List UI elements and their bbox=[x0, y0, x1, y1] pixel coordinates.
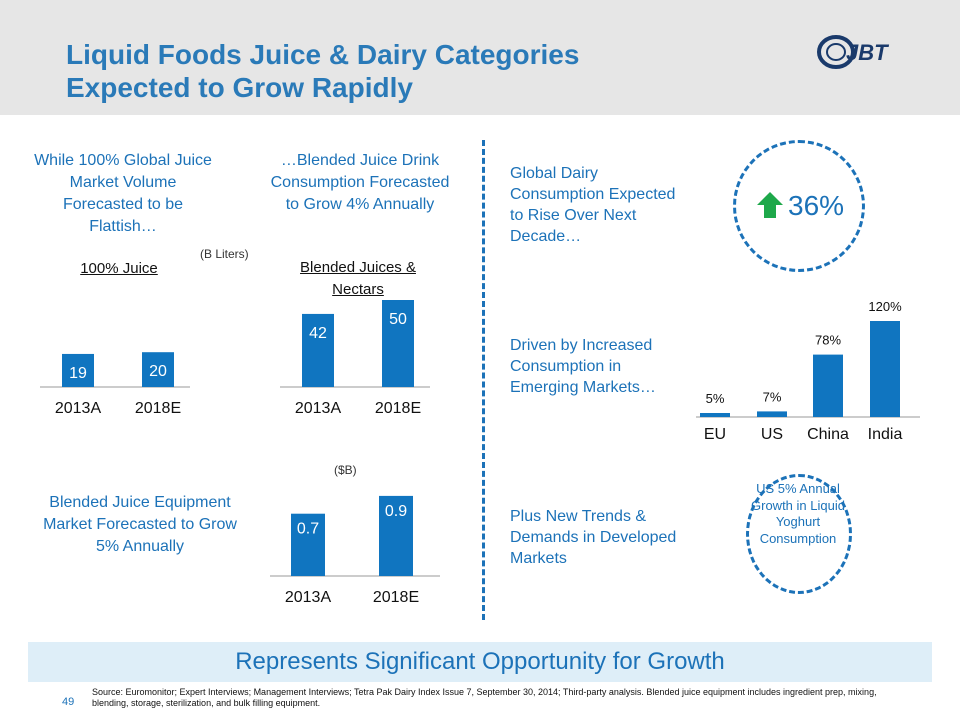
header-band bbox=[0, 0, 960, 115]
logo-text: JBT bbox=[846, 40, 889, 65]
dairy-bar-label-China: 78% bbox=[815, 333, 841, 348]
dairy-caption-2: Driven by Increased Consumption in Emerg… bbox=[510, 337, 656, 396]
logo-ring bbox=[817, 35, 855, 69]
juice-bar-2-2013A bbox=[302, 313, 334, 387]
dairy-caption-1: Global Dairy Consumption Expected to Ris… bbox=[510, 165, 676, 245]
source-note: Source: Euromonitor; Expert Interviews; … bbox=[92, 687, 877, 708]
dairy-bar-China bbox=[813, 354, 843, 417]
juice-unit-label: (B Liters) bbox=[200, 247, 249, 261]
equipment-tick-2018E: 2018E bbox=[373, 589, 419, 606]
juice-group2-title: Blended Juices & Nectars bbox=[300, 259, 416, 298]
equipment-tick-2013A: 2013A bbox=[285, 589, 332, 606]
juice-bar-label-2-2018E: 50 bbox=[389, 311, 407, 328]
dairy-bar-label-India: 120% bbox=[868, 299, 902, 314]
juice-caption-right: …Blended Juice Drink Consumption Forecas… bbox=[270, 152, 450, 213]
juice-bar-1-2018E bbox=[142, 352, 174, 387]
dairy-growth-value: 36% bbox=[788, 190, 845, 221]
juice-tick-1-2013A: 2013A bbox=[55, 400, 102, 417]
juice-bar-label-2-2013A: 42 bbox=[309, 325, 327, 342]
juice-caption-left: While 100% Global Juice Market Volume Fo… bbox=[34, 152, 212, 235]
page-number: 49 bbox=[62, 696, 75, 708]
dairy-tick-US: US bbox=[761, 426, 783, 443]
dairy-region-chart: 5% EU 7% US 78% China 120% India bbox=[696, 299, 920, 443]
equipment-bar-label-2018E: 0.9 bbox=[385, 503, 407, 520]
footer-banner bbox=[28, 642, 932, 682]
juice-tick-2-2018E: 2018E bbox=[375, 400, 421, 417]
logo-inner-ring bbox=[826, 43, 846, 61]
juice-group1-title: 100% Juice bbox=[80, 260, 158, 277]
jbt-logo: JBT bbox=[812, 28, 908, 76]
juice-chart: 19 2013A 20 2018E 42 2013A 50 2018E bbox=[40, 300, 430, 417]
dairy-caption-3: Plus New Trends & Demands in Developed M… bbox=[510, 508, 677, 567]
us-growth-circle bbox=[746, 474, 852, 594]
up-arrow-icon bbox=[757, 192, 783, 218]
footer-banner-text: Represents Significant Opportunity for G… bbox=[235, 648, 725, 675]
dairy-growth-circle bbox=[733, 140, 865, 272]
dairy-bar-label-EU: 5% bbox=[706, 391, 725, 406]
dairy-tick-China: China bbox=[807, 426, 849, 443]
title-line-2: Expected to Grow Rapidly bbox=[66, 72, 413, 103]
page-title: Liquid Foods Juice & Dairy Categories Ex… bbox=[66, 38, 579, 104]
dairy-tick-EU: EU bbox=[704, 426, 726, 443]
equipment-bar-label-2013A: 0.7 bbox=[297, 521, 319, 538]
juice-tick-1-2018E: 2018E bbox=[135, 400, 181, 417]
title-line-1: Liquid Foods Juice & Dairy Categories bbox=[66, 39, 580, 70]
equipment-unit-label: ($B) bbox=[334, 463, 357, 477]
juice-bar-label-1-2018E: 20 bbox=[149, 363, 167, 380]
juice-tick-2-2013A: 2013A bbox=[295, 400, 342, 417]
equipment-bar-2018E bbox=[379, 495, 413, 576]
dairy-bar-EU bbox=[700, 413, 730, 417]
dairy-bar-India bbox=[870, 321, 900, 417]
equipment-bar-2013A bbox=[291, 513, 325, 576]
us-growth-text: US 5% Annual Growth in Liquid Yoghurt Co… bbox=[751, 481, 845, 546]
dairy-tick-India: India bbox=[868, 426, 903, 443]
juice-bar-label-1-2013A: 19 bbox=[69, 365, 87, 382]
juice-bar-2-2018E bbox=[382, 300, 414, 387]
equipment-chart: 0.7 2013A 0.9 2018E bbox=[270, 495, 440, 606]
dairy-bar-label-US: 7% bbox=[763, 389, 782, 404]
dairy-bar-US bbox=[757, 411, 787, 417]
section-divider bbox=[482, 140, 485, 620]
juice-bar-1-2013A bbox=[62, 353, 94, 387]
equipment-caption: Blended Juice Equipment Market Forecaste… bbox=[43, 494, 237, 555]
